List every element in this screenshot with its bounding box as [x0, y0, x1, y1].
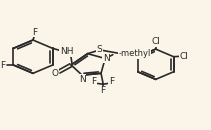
Text: O: O — [51, 69, 58, 78]
Text: F: F — [91, 77, 96, 86]
Text: N: N — [79, 75, 86, 84]
Text: Cl: Cl — [180, 52, 189, 61]
Text: NH: NH — [60, 47, 73, 56]
Text: F: F — [109, 77, 114, 86]
Text: F: F — [0, 60, 6, 70]
Text: -methyl: -methyl — [118, 49, 151, 58]
Text: F: F — [100, 86, 106, 95]
Text: S: S — [97, 45, 103, 54]
Text: N: N — [103, 54, 110, 63]
Text: Cl: Cl — [152, 37, 161, 46]
Text: F: F — [32, 28, 38, 37]
